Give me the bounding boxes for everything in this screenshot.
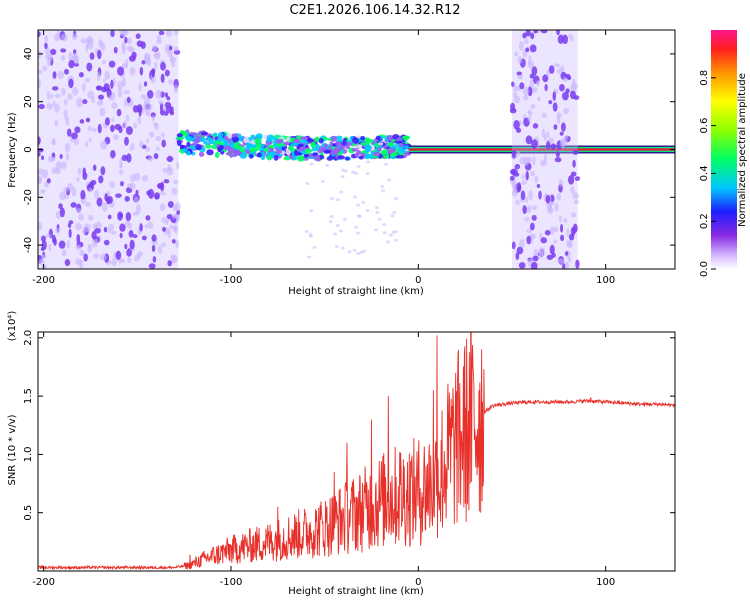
x-tick-label: 100: [596, 577, 615, 588]
x-tick-label: 100: [596, 275, 615, 286]
snr-frame: [37, 331, 676, 572]
x-tick-label: -100: [220, 577, 243, 588]
colorbar-tick-label: 0.4: [699, 165, 710, 181]
colorbar-gradient: [711, 30, 737, 269]
spectrogram-region-3: [509, 30, 581, 269]
snr-ylabel: SNR (10 * v/v): [7, 414, 18, 485]
x-tick-label: 0: [415, 275, 421, 286]
x-tick-label: -100: [220, 275, 243, 286]
y-tick-label: -20: [23, 189, 34, 205]
x-tick-label: 0: [415, 577, 421, 588]
snr-ticks: -200 -100 0 100 0.5 1.0 1.5 2.0: [23, 330, 675, 588]
colorbar-tick-label: 0.0: [699, 261, 710, 277]
snr-scale-label: (x10⁴): [7, 311, 18, 342]
colorbar-tick-label: 0.8: [699, 70, 710, 86]
snr-series-line: [38, 332, 675, 571]
colorbar: 0.0 0.2 0.4 0.6 0.8 Normalized spectral ampl…: [699, 30, 748, 277]
spectrogram-region-1: [175, 129, 412, 259]
y-tick-label: 40: [23, 48, 34, 61]
spectrogram-xlabel: Height of straight line (km): [288, 286, 424, 297]
colorbar-label: Normalized spectral amplitude: [737, 73, 748, 227]
y-tick-label: 0.5: [23, 505, 34, 521]
y-tick-label: 2.0: [23, 330, 34, 346]
colorbar-ticks: 0.0 0.2 0.4 0.6 0.8: [699, 70, 716, 277]
colorbar-tick-label: 0.2: [699, 213, 710, 229]
x-tick-label: -200: [32, 577, 55, 588]
y-tick-label: 1.0: [23, 446, 34, 462]
snr-data: [38, 332, 675, 571]
spectrogram-data: [38, 30, 675, 269]
x-tick-label: -200: [32, 275, 55, 286]
y-tick-label: 0: [23, 146, 34, 152]
snr-panel: -200 -100 0 100 0.5 1.0 1.5 2.0 Height of strai…: [7, 311, 676, 597]
snr-xlabel: Height of straight line (km): [288, 586, 424, 597]
y-tick-label: 1.5: [23, 388, 34, 404]
colorbar-tick-label: 0.6: [699, 118, 710, 134]
spectrogram-ylabel: Frequency (Hz): [7, 112, 18, 188]
figure-title: C2E1.2026.106.14.32.R12: [289, 3, 460, 18]
y-tick-label: 20: [23, 95, 34, 108]
spectrogram-region-0: [38, 30, 181, 269]
y-tick-label: -40: [23, 237, 34, 253]
spectrogram-region-2: [408, 145, 675, 154]
